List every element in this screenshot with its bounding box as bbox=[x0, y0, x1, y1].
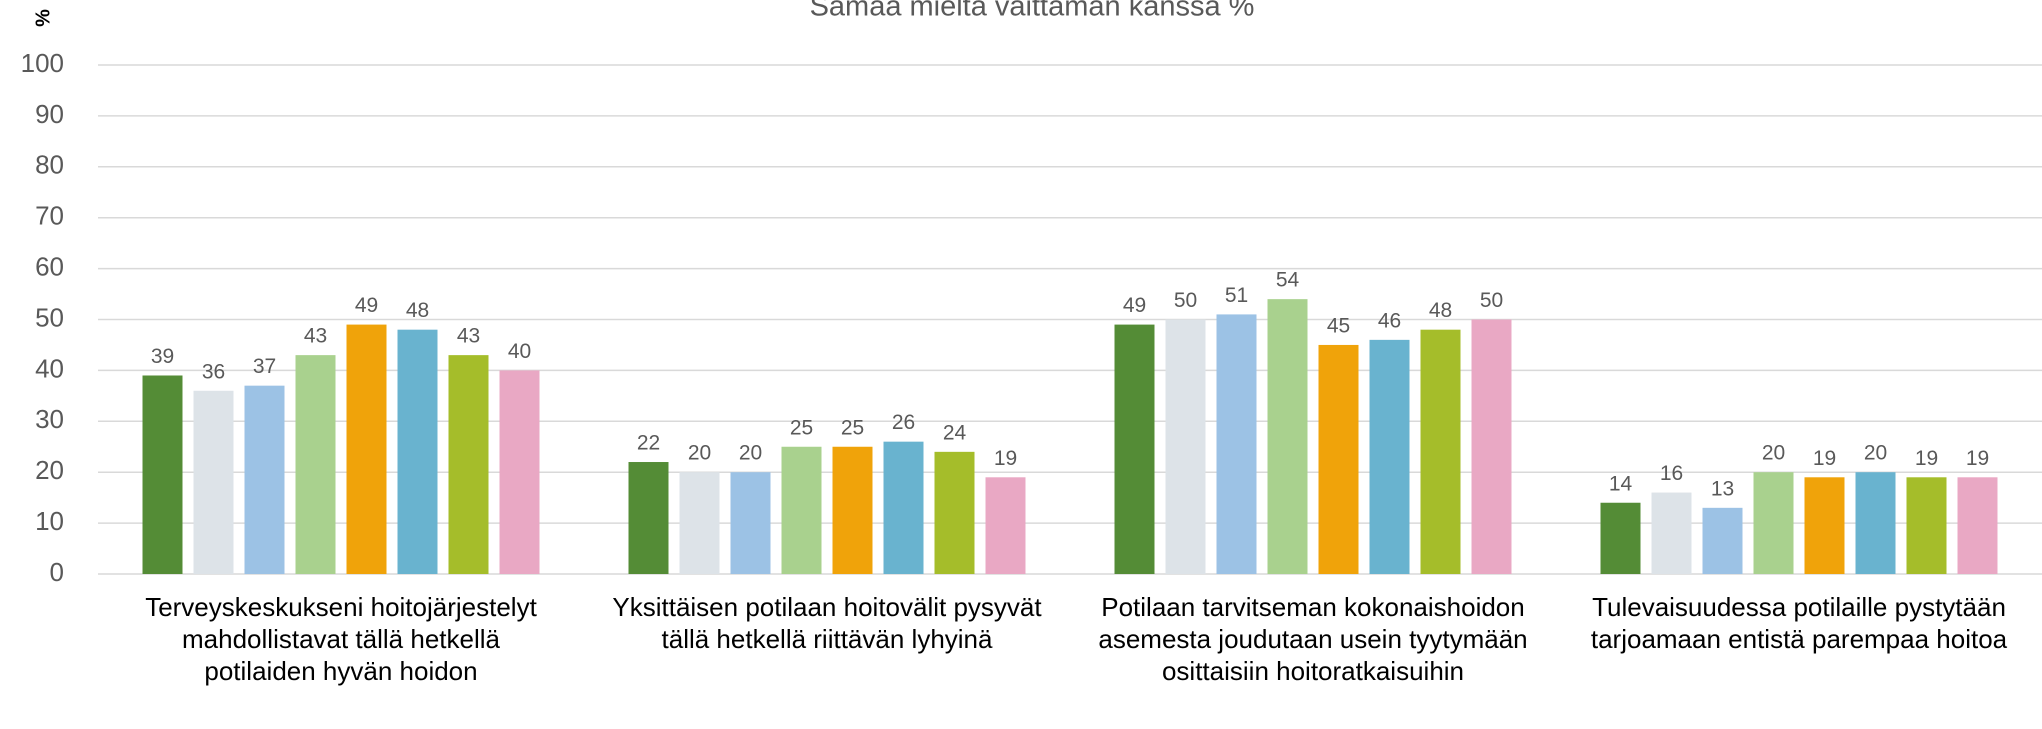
bar bbox=[1420, 329, 1461, 574]
y-tick-label: 30 bbox=[35, 404, 64, 434]
data-label: 20 bbox=[1864, 442, 1887, 465]
data-label: 25 bbox=[841, 416, 864, 439]
data-label: 43 bbox=[304, 325, 327, 348]
data-label: 40 bbox=[508, 340, 531, 363]
bar bbox=[1753, 472, 1794, 574]
bar bbox=[1318, 344, 1359, 574]
bar bbox=[499, 370, 540, 574]
data-label: 26 bbox=[892, 411, 915, 434]
data-label: 19 bbox=[1813, 447, 1836, 470]
y-tick-label: 50 bbox=[35, 302, 64, 332]
y-tick-label: 60 bbox=[35, 251, 64, 281]
y-tick-label: 20 bbox=[35, 455, 64, 485]
bar bbox=[1906, 477, 1947, 574]
data-label: 37 bbox=[253, 355, 276, 378]
data-label: 36 bbox=[202, 360, 225, 383]
x-tick-label: Terveyskeskukseni hoitojärjestelyt mahdo… bbox=[145, 592, 537, 686]
bar bbox=[1651, 492, 1692, 574]
data-label: 24 bbox=[943, 421, 967, 444]
bar bbox=[1216, 314, 1257, 574]
data-label: 45 bbox=[1327, 314, 1350, 337]
data-label: 48 bbox=[1429, 299, 1452, 322]
bar bbox=[679, 472, 720, 574]
y-tick-label: 100 bbox=[21, 48, 64, 78]
data-label: 22 bbox=[637, 432, 660, 455]
y-tick-label: 10 bbox=[35, 506, 64, 536]
data-label: 25 bbox=[790, 416, 813, 439]
bar bbox=[1804, 477, 1845, 574]
bar bbox=[346, 324, 387, 574]
data-label: 46 bbox=[1378, 309, 1401, 332]
bar bbox=[1369, 339, 1410, 574]
data-label: 54 bbox=[1276, 269, 1300, 292]
data-label: 19 bbox=[1966, 447, 1989, 470]
bar bbox=[628, 462, 669, 574]
bar bbox=[730, 472, 771, 574]
bar bbox=[1855, 472, 1896, 574]
bar bbox=[244, 385, 285, 574]
data-label: 19 bbox=[1915, 447, 1938, 470]
y-axis-label: % bbox=[32, 9, 54, 27]
data-label: 14 bbox=[1609, 472, 1633, 495]
x-tick-label: Potilaan tarvitseman kokonaishoidon asem… bbox=[1098, 592, 1528, 686]
bar bbox=[883, 441, 924, 574]
data-label: 50 bbox=[1174, 289, 1197, 312]
bar bbox=[397, 329, 438, 574]
bar bbox=[985, 477, 1026, 574]
bar bbox=[1471, 319, 1512, 574]
data-label: 19 bbox=[994, 447, 1017, 470]
bar bbox=[1957, 477, 1998, 574]
data-label: 48 bbox=[406, 299, 429, 322]
data-label: 39 bbox=[151, 345, 174, 368]
chart-title: Samaa mieltä väittämän kanssa % bbox=[810, 0, 1255, 23]
data-label: 20 bbox=[688, 442, 711, 465]
data-label: 16 bbox=[1660, 462, 1683, 485]
y-tick-label: 80 bbox=[35, 150, 64, 180]
y-tick-label: 40 bbox=[35, 353, 64, 383]
bar bbox=[1702, 507, 1743, 574]
bar bbox=[1267, 299, 1308, 574]
bar bbox=[142, 375, 183, 574]
data-label: 49 bbox=[355, 294, 378, 317]
data-label: 20 bbox=[1762, 442, 1785, 465]
data-label: 20 bbox=[739, 442, 762, 465]
data-label: 50 bbox=[1480, 289, 1503, 312]
bar bbox=[448, 355, 489, 574]
bar bbox=[295, 355, 336, 574]
bar bbox=[1600, 502, 1641, 574]
bar bbox=[193, 390, 234, 574]
bar bbox=[832, 446, 873, 574]
y-tick-label: 90 bbox=[35, 99, 64, 129]
data-label: 43 bbox=[457, 325, 480, 348]
bar bbox=[781, 446, 822, 574]
bar bbox=[1114, 324, 1155, 574]
data-label: 13 bbox=[1711, 477, 1734, 500]
y-tick-label: 0 bbox=[50, 557, 64, 587]
bar bbox=[934, 451, 975, 574]
y-tick-label: 70 bbox=[35, 201, 64, 231]
data-label: 49 bbox=[1123, 294, 1146, 317]
x-tick-label: Tulevaisuudessa potilaille pystytään tar… bbox=[1590, 592, 2008, 654]
x-tick-label: Yksittäisen potilaan hoitovälit pysyvät … bbox=[612, 592, 1042, 654]
data-label: 51 bbox=[1225, 284, 1248, 307]
bar bbox=[1165, 319, 1206, 574]
